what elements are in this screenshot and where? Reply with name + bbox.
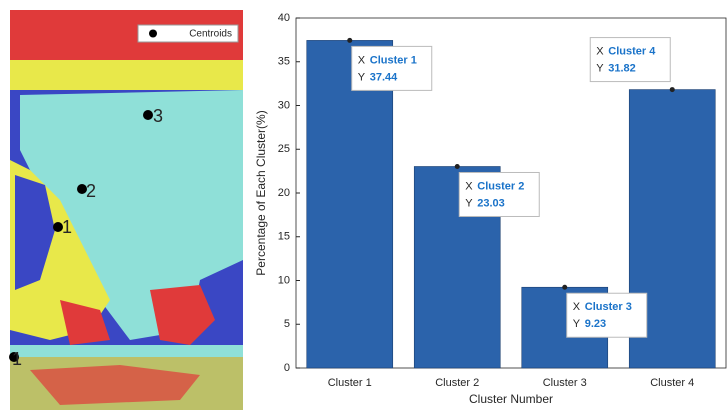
datatip-value: 37.44 xyxy=(370,71,398,83)
datatip-prefix: Y xyxy=(465,197,473,209)
segmentation-image: Centroids 3 2 1 1 xyxy=(9,10,243,410)
datatip-prefix: X xyxy=(465,180,473,192)
datatip-value: 23.03 xyxy=(477,197,505,209)
x-tick-label: Cluster 2 xyxy=(435,377,479,389)
legend-marker xyxy=(149,30,157,38)
centroid-label: 1 xyxy=(12,349,22,369)
y-tick-label: 25 xyxy=(278,143,290,155)
datatip-prefix: Y xyxy=(358,71,366,83)
datatip-point xyxy=(670,87,675,92)
datatip-prefix: Y xyxy=(596,62,604,74)
datatip-point xyxy=(455,164,460,169)
centroid xyxy=(143,110,153,120)
datatip-box xyxy=(590,38,670,82)
centroid-label: 1 xyxy=(62,217,72,237)
y-tick-label: 40 xyxy=(278,12,290,24)
datatip-value: 31.82 xyxy=(608,62,636,74)
x-tick-label: Cluster 4 xyxy=(650,377,694,389)
y-tick-label: 30 xyxy=(278,99,290,111)
datatip-category: Cluster 4 xyxy=(608,45,656,57)
y-tick-label: 5 xyxy=(284,318,290,330)
datatip-box xyxy=(459,172,539,216)
x-tick-label: Cluster 3 xyxy=(543,377,587,389)
datatip-prefix: X xyxy=(596,45,604,57)
datatip-point xyxy=(347,38,352,43)
y-tick-label: 15 xyxy=(278,231,290,243)
centroid-label: 2 xyxy=(86,181,96,201)
datatip-prefix: Y xyxy=(573,318,581,330)
y-tick-label: 10 xyxy=(278,274,290,286)
datatip-category: Cluster 3 xyxy=(585,301,632,313)
datatip-prefix: X xyxy=(358,54,366,66)
datatip-point xyxy=(562,285,567,290)
x-tick-label: Cluster 1 xyxy=(328,377,372,389)
page: Centroids 3 2 1 1 Percentage of Each Clu… xyxy=(0,0,728,412)
y-axis-label: Percentage of Each Cluster(%) xyxy=(254,110,268,275)
datatip-category: Cluster 1 xyxy=(370,54,417,66)
y-tick-label: 20 xyxy=(278,187,290,199)
datatip-category: Cluster 2 xyxy=(477,180,524,192)
y-tick-label: 35 xyxy=(278,56,290,68)
datatip-value: 9.23 xyxy=(585,318,606,330)
y-tick-label: 0 xyxy=(284,362,290,374)
legend-label: Centroids xyxy=(189,29,232,40)
image-region xyxy=(10,60,243,90)
datatip-box xyxy=(567,293,647,337)
image-region xyxy=(10,345,243,357)
datatip-prefix: X xyxy=(573,301,581,313)
centroid-label: 3 xyxy=(153,106,163,126)
x-axis-label: Cluster Number xyxy=(469,392,553,406)
datatip-box xyxy=(352,46,432,90)
